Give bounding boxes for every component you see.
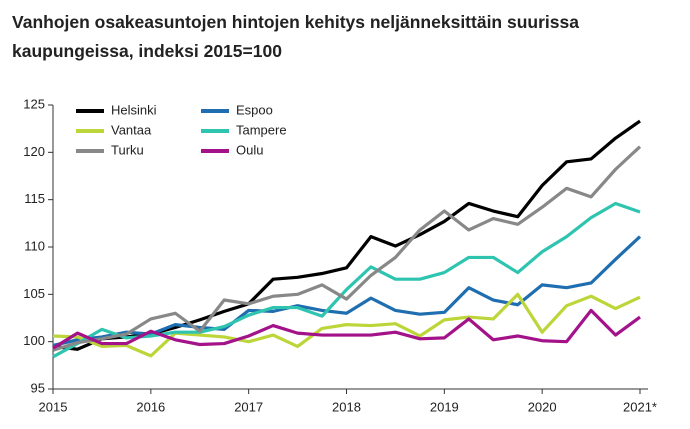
y-tick-label: 100 <box>23 333 45 348</box>
legend-label: Tampere <box>236 122 287 137</box>
legend-label: Turku <box>111 142 144 157</box>
series-line <box>52 308 641 350</box>
x-tick-label: 2015 <box>39 399 68 414</box>
x-tick-label: 2017 <box>234 399 263 414</box>
chart-title: Vanhojen osakeasuntojen hintojen kehitys… <box>12 12 579 61</box>
series-line <box>52 292 641 358</box>
x-tick-label: 2018 <box>332 399 361 414</box>
series-line <box>52 201 641 359</box>
y-tick-label: 115 <box>24 191 45 206</box>
x-tick-label: 2016 <box>136 399 165 414</box>
x-tick-label: 2020 <box>528 399 557 414</box>
legend-label: Vantaa <box>111 122 152 137</box>
legend-label: Oulu <box>236 142 263 157</box>
legend-label: Helsinki <box>111 102 157 117</box>
y-tick-label: 110 <box>24 238 45 253</box>
legend-label: Espoo <box>236 102 273 117</box>
y-tick-label: 125 <box>23 96 45 111</box>
series-line <box>52 145 642 352</box>
y-tick-label: 95 <box>31 380 45 395</box>
y-tick-label: 105 <box>23 286 45 301</box>
y-tick-label: 120 <box>23 144 45 159</box>
x-tick-label: 2021* <box>623 399 657 414</box>
x-tick-label: 2019 <box>430 399 459 414</box>
series-line <box>52 235 642 348</box>
